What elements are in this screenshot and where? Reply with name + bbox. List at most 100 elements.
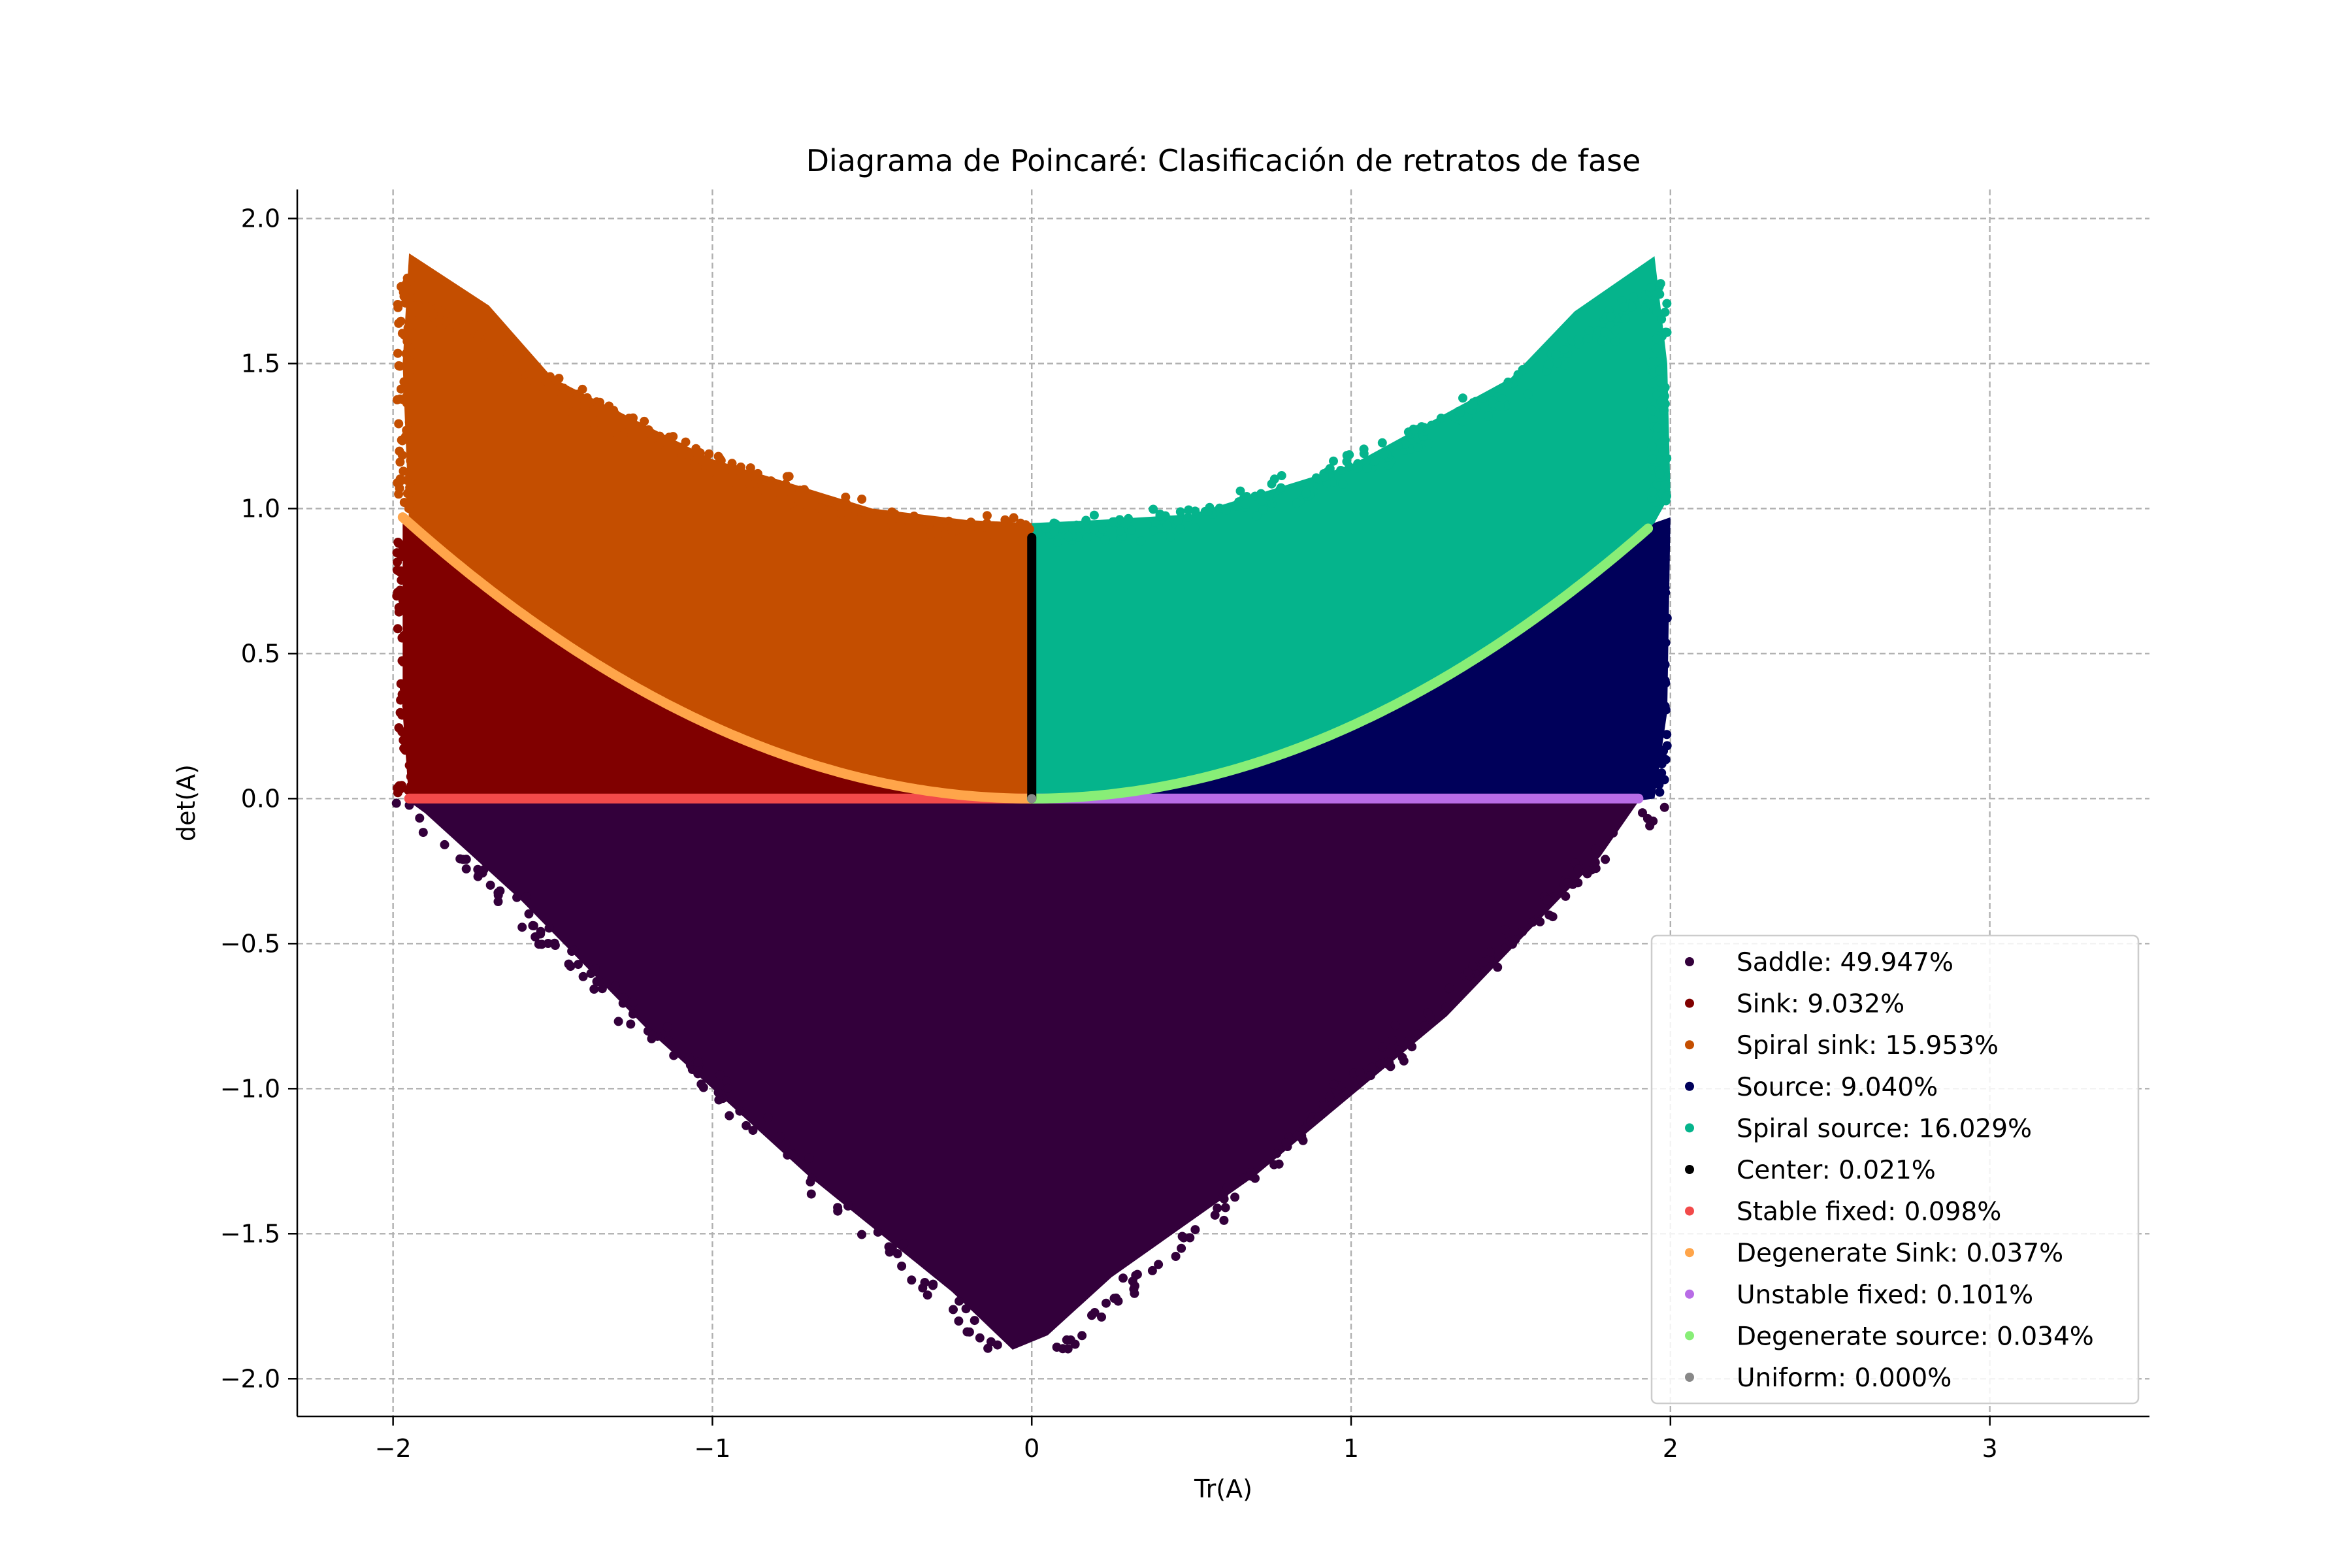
scatter-point <box>639 440 649 449</box>
scatter-point <box>1646 357 1656 367</box>
scatter-point <box>1650 636 1659 646</box>
scatter-point <box>1339 1087 1348 1096</box>
scatter-point <box>512 360 521 370</box>
scatter-point <box>1034 528 1043 538</box>
scatter-point <box>536 929 546 939</box>
scatter-point <box>927 527 937 537</box>
scatter-point <box>1218 1190 1228 1200</box>
scatter-point <box>1098 525 1107 534</box>
scatter-point <box>1222 1183 1232 1192</box>
y-tick-label: −2.0 <box>220 1364 280 1393</box>
y-tick-label: 1.0 <box>241 494 280 523</box>
scatter-point <box>402 327 412 336</box>
scatter-point <box>1052 1343 1062 1352</box>
scatter-point <box>528 921 538 930</box>
scatter-point <box>1647 465 1657 475</box>
scatter-point <box>1319 1101 1329 1111</box>
scatter-point <box>550 941 560 950</box>
scatter-point <box>1420 1021 1429 1031</box>
scatter-point <box>1081 515 1091 525</box>
scatter-point <box>393 557 402 567</box>
scatter-point <box>1620 314 1630 323</box>
scatter-point <box>1485 947 1495 957</box>
scatter-point <box>619 992 629 1002</box>
scatter-point <box>714 1095 724 1105</box>
scatter-point <box>1651 344 1661 353</box>
scatter-point <box>628 1009 638 1019</box>
legend-entry: Center: 0.021% <box>1737 1156 1936 1185</box>
scatter-point <box>562 392 572 402</box>
legend-entry: Stable fixed: 0.098% <box>1737 1198 2001 1227</box>
y-tick-label: 1.5 <box>241 349 280 378</box>
scatter-point <box>1292 498 1301 508</box>
scatter-point <box>1661 705 1671 715</box>
scatter-point <box>662 1022 672 1032</box>
scatter-point <box>738 477 748 487</box>
scatter-point <box>580 406 590 416</box>
scatter-point <box>735 1106 745 1116</box>
scatter-point <box>1077 1331 1087 1341</box>
scatter-point <box>625 425 635 434</box>
scatter-point <box>542 377 551 387</box>
legend-entry: Spiral source: 16.029% <box>1737 1114 2032 1143</box>
scatter-point <box>473 872 483 881</box>
scatter-point <box>1292 1130 1302 1140</box>
scatter-point <box>644 425 653 434</box>
scatter-point <box>521 892 531 902</box>
scatter-point <box>1070 1339 1080 1349</box>
scatter-point <box>399 466 408 476</box>
scatter-point <box>551 376 561 385</box>
scatter-point <box>399 735 408 745</box>
scatter-point <box>857 495 867 504</box>
degenerate-source-curve <box>1026 523 1654 804</box>
scatter-point <box>1445 983 1454 993</box>
scatter-point <box>885 1247 894 1257</box>
scatter-point <box>502 366 512 376</box>
scatter-point <box>512 370 522 380</box>
scatter-point <box>613 1017 623 1026</box>
y-tick-label: 0.0 <box>241 784 280 813</box>
x-tick-label: 1 <box>1343 1434 1359 1463</box>
scatter-point <box>1184 505 1194 515</box>
scatter-point <box>1063 1344 1073 1354</box>
scatter-point <box>514 350 524 359</box>
scatter-point <box>611 428 621 438</box>
scatter-point <box>403 785 413 795</box>
scatter-point <box>681 437 691 447</box>
scatter-point <box>1648 378 1658 388</box>
scatter-point <box>397 656 407 666</box>
scatter-point <box>1563 878 1573 888</box>
plot-area <box>391 253 1672 1354</box>
scatter-point <box>394 361 404 370</box>
legend-marker <box>1685 1331 1694 1341</box>
scatter-point <box>402 398 412 408</box>
legend-entry: Degenerate source: 0.034% <box>1737 1322 2094 1351</box>
scatter-point <box>404 417 414 427</box>
scatter-point <box>1136 536 1146 546</box>
scatter-point <box>952 525 962 535</box>
scatter-point <box>1147 1266 1157 1275</box>
scatter-point <box>1657 314 1667 324</box>
y-tick-label: 2.0 <box>241 204 280 233</box>
scatter-point <box>1456 408 1465 417</box>
scatter-point <box>1659 802 1669 812</box>
scatter-point <box>406 685 416 695</box>
scatter-point <box>396 568 406 578</box>
scatter-point <box>782 472 792 482</box>
scatter-point <box>404 760 414 770</box>
scatter-point <box>393 788 402 798</box>
scatter-point <box>394 602 404 612</box>
scatter-point <box>1311 473 1321 483</box>
scatter-point <box>1600 327 1609 337</box>
legend-marker <box>1685 1123 1694 1133</box>
scatter-point <box>1258 496 1267 506</box>
scatter-point <box>397 282 406 291</box>
scatter-point <box>1648 415 1658 425</box>
scatter-point <box>1660 564 1669 574</box>
scatter-point <box>1518 927 1527 936</box>
scatter-point <box>1497 394 1507 404</box>
scatter-point <box>949 1305 958 1315</box>
scatter-point <box>1009 513 1019 523</box>
scatter-point <box>1424 439 1433 448</box>
scatter-point <box>1367 1062 1377 1072</box>
